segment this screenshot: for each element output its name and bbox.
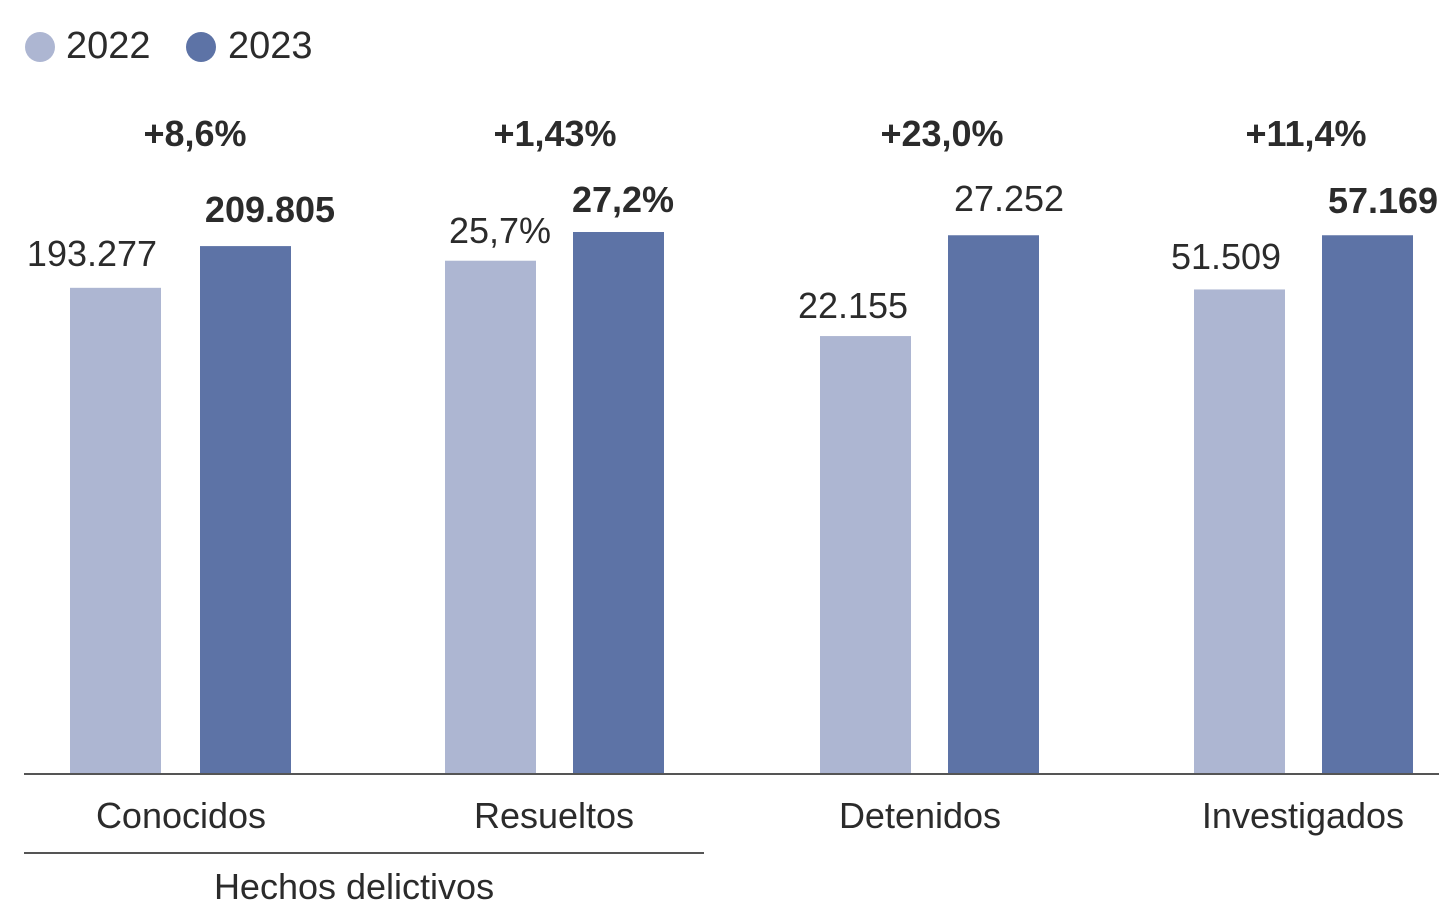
change-label-detenidos: +23,0% xyxy=(880,113,1003,154)
bar-resueltos-2022 xyxy=(445,260,536,774)
value-label-detenidos-2023: 27.252 xyxy=(954,178,1064,219)
bar-resueltos-2023 xyxy=(573,232,664,774)
bar-investigados-2022 xyxy=(1194,289,1285,774)
category-label-conocidos: Conocidos xyxy=(96,795,266,836)
legend: 2022 2023 xyxy=(25,25,313,67)
bar-investigados-2023 xyxy=(1322,235,1413,774)
change-labels: +8,6% +1,43% +23,0% +11,4% xyxy=(143,113,1366,154)
bar-conocidos-2023 xyxy=(200,246,291,775)
value-label-detenidos-2022: 22.155 xyxy=(798,285,908,326)
legend-label-2022: 2022 xyxy=(66,25,151,67)
category-label-resueltos: Resueltos xyxy=(474,795,634,836)
category-labels: Conocidos Resueltos Detenidos Investigad… xyxy=(96,795,1404,836)
value-label-conocidos-2022: 193.277 xyxy=(27,233,157,274)
legend-label-2023: 2023 xyxy=(228,25,313,67)
legend-marker-2023 xyxy=(186,32,216,62)
bars xyxy=(70,232,1413,775)
change-label-conocidos: +8,6% xyxy=(143,113,246,154)
value-label-investigados-2023: 57.169 xyxy=(1328,180,1438,221)
value-label-resueltos-2022: 25,7% xyxy=(449,210,551,251)
value-labels: 193.277 209.805 25,7% 27,2% 22.155 27.25… xyxy=(27,178,1438,326)
change-label-resueltos: +1,43% xyxy=(493,113,616,154)
legend-marker-2022 xyxy=(25,32,55,62)
category-label-detenidos: Detenidos xyxy=(839,795,1001,836)
bar-detenidos-2022 xyxy=(820,336,911,774)
value-label-investigados-2022: 51.509 xyxy=(1171,236,1281,277)
bar-detenidos-2023 xyxy=(948,235,1039,774)
value-label-resueltos-2023: 27,2% xyxy=(572,179,674,220)
category-label-investigados: Investigados xyxy=(1202,795,1404,836)
change-label-investigados: +11,4% xyxy=(1245,113,1366,154)
value-label-conocidos-2023: 209.805 xyxy=(205,189,335,230)
group-label-hechos-delictivos: Hechos delictivos xyxy=(214,866,494,903)
bar-conocidos-2022 xyxy=(70,287,161,774)
